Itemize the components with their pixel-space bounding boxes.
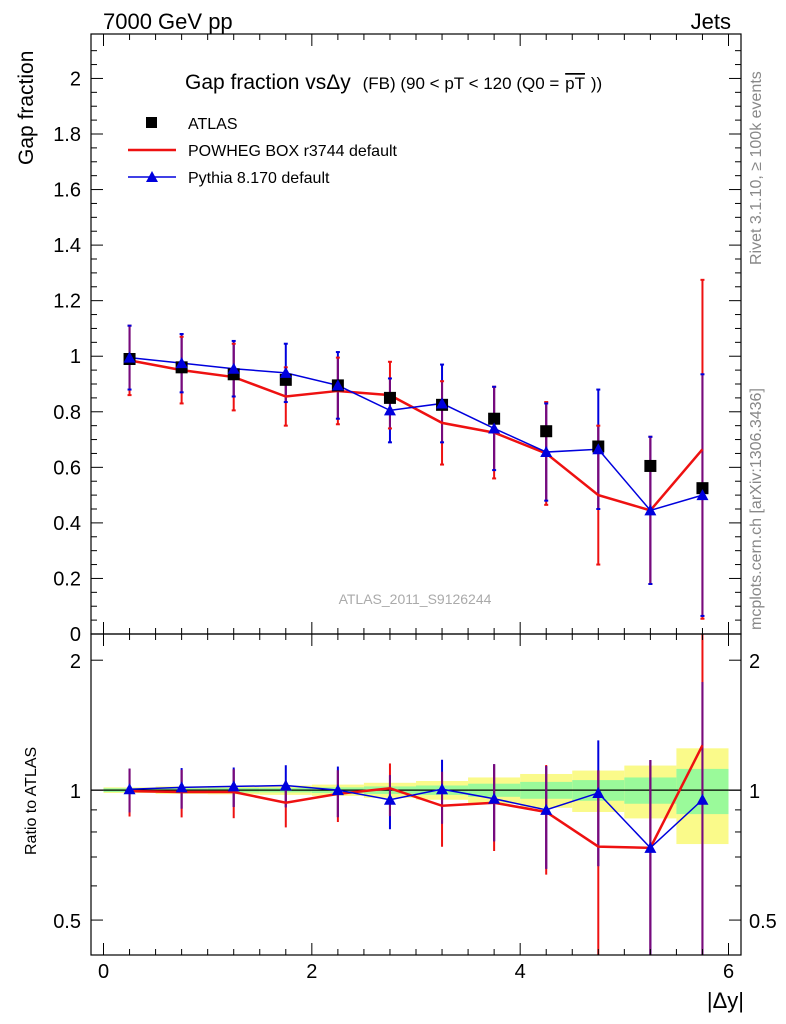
pythia-point <box>227 362 240 374</box>
atlas-data-point <box>540 425 553 438</box>
pythia-point <box>488 422 501 434</box>
ratio-powheg-line <box>129 744 704 850</box>
title-suffix: (FB) (90 < pT < 120 (Q0 = <box>363 74 560 93</box>
main-y-tick-label: 0 <box>70 624 81 646</box>
ratio-pythia-point <box>592 786 605 798</box>
main-y-tick-label: 0.8 <box>53 402 81 424</box>
ratio-y-tick-label-right: 2 <box>749 651 760 673</box>
title-main: Gap fraction vsΔy <box>185 71 351 94</box>
main-y-tick-label: 0.4 <box>53 513 81 535</box>
pythia-line <box>129 356 703 512</box>
mcplots-label: mcplots.cern.ch [arXiv:1306.3436] <box>748 388 765 630</box>
pythia-point <box>644 504 657 516</box>
analysis-watermark: ATLAS_2011_S9126244 <box>339 591 492 607</box>
main-ylabel: Gap fraction <box>15 51 38 165</box>
pythia-point <box>175 357 188 369</box>
pythia-point <box>383 404 396 416</box>
ratio-pythia-point <box>175 781 188 793</box>
legend-pythia-marker <box>146 171 158 182</box>
main-y-tick-label: 1.2 <box>53 291 81 313</box>
powheg-line <box>129 359 704 512</box>
pythia-point <box>123 351 136 363</box>
x-tick-label: 0 <box>98 961 109 983</box>
axis-tick-labels: 0 0.2 0.4 0.6 0.8 1 1.2 1.4 1.6 1.8 2 0.5 0.5 1 1 2 2 0 2 4… <box>53 68 777 983</box>
title-q0: pT <box>565 74 585 93</box>
pythia-point <box>331 379 344 391</box>
ratio-pythia-point <box>540 803 553 815</box>
legend-atlas-marker <box>146 117 157 128</box>
legend-pythia-label: Pythia 8.170 default <box>188 170 330 187</box>
main-y-tick-label: 1.4 <box>53 235 81 257</box>
ratio-pythia-point <box>383 793 396 805</box>
atlas-data-point <box>696 482 709 495</box>
ratio-ylabel: Ratio to ATLAS <box>23 747 40 855</box>
ratio-pythia-point <box>436 783 449 795</box>
main-y-tick-label: 1.8 <box>53 124 81 146</box>
process-label: Jets <box>691 9 731 34</box>
ratio-pythia-point <box>279 779 292 791</box>
chart-title: Gap fraction vsΔy (FB) (90 < pT < 120 (Q… <box>185 71 602 94</box>
error-bars <box>127 278 705 955</box>
legend: ATLAS POWHEG BOX r3744 default Pythia 8.… <box>128 116 398 187</box>
pythia-point <box>436 397 449 409</box>
ratio-pythia-point <box>227 780 240 792</box>
ratio-pythia-line <box>129 784 703 849</box>
ratio-pythia-point <box>644 841 657 853</box>
ratio-y-tick-label-left: 2 <box>70 651 81 673</box>
atlas-data-point <box>383 391 396 404</box>
ratio-y-tick-label-left: 1 <box>70 781 81 803</box>
pythia-point <box>592 443 605 455</box>
main-y-tick-label: 2 <box>70 68 81 90</box>
axis-ticks <box>91 34 741 955</box>
ratio-y-tick-label-left: 0.5 <box>53 911 81 933</box>
legend-atlas-label: ATLAS <box>188 116 238 133</box>
series-lines <box>129 356 704 850</box>
pythia-point <box>696 489 709 501</box>
ratio-pythia-point <box>123 783 136 795</box>
legend-powheg-label: POWHEG BOX r3744 default <box>188 143 398 160</box>
x-tick-label: 6 <box>723 961 734 983</box>
series-markers <box>123 351 709 853</box>
main-y-tick-label: 0.6 <box>53 457 81 479</box>
main-y-tick-label: 1 <box>70 346 81 368</box>
ratio-pythia-point <box>331 784 344 796</box>
energy-label: 7000 GeV pp <box>103 9 233 34</box>
ratio-y-tick-label-right: 1 <box>749 781 760 803</box>
ratio-pythia-point <box>696 793 709 805</box>
ratio-y-tick-label-right: 0.5 <box>749 911 777 933</box>
main-y-tick-label: 1.6 <box>53 180 81 202</box>
rivet-label: Rivet 3.1.10, ≥ 100k events <box>748 71 765 265</box>
xlabel: |Δy| <box>707 988 744 1013</box>
main-y-tick-label: 0.2 <box>53 568 81 590</box>
pythia-point <box>540 446 553 458</box>
ratio-pythia-point <box>488 792 501 804</box>
atlas-data-point <box>644 459 657 472</box>
x-tick-label: 4 <box>515 961 526 983</box>
atlas-data-point <box>488 412 501 425</box>
title-end: )) <box>591 74 602 93</box>
pythia-point <box>279 366 292 378</box>
x-tick-label: 2 <box>306 961 317 983</box>
